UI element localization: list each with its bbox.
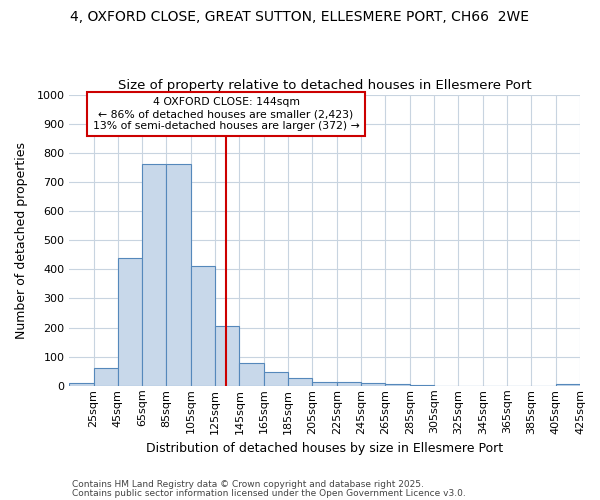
Text: 4 OXFORD CLOSE: 144sqm
← 86% of detached houses are smaller (2,423)
13% of semi-: 4 OXFORD CLOSE: 144sqm ← 86% of detached… [93, 98, 359, 130]
Text: Contains HM Land Registry data © Crown copyright and database right 2025.: Contains HM Land Registry data © Crown c… [72, 480, 424, 489]
Bar [288, 378, 313, 386]
Bar [337, 382, 361, 386]
Bar [361, 383, 385, 386]
Bar [385, 384, 410, 386]
Bar [556, 384, 580, 386]
Bar [118, 258, 142, 386]
Bar [264, 372, 288, 386]
Bar [142, 164, 166, 386]
Bar [239, 363, 264, 386]
Text: 4, OXFORD CLOSE, GREAT SUTTON, ELLESMERE PORT, CH66  2WE: 4, OXFORD CLOSE, GREAT SUTTON, ELLESMERE… [71, 10, 530, 24]
X-axis label: Distribution of detached houses by size in Ellesmere Port: Distribution of detached houses by size … [146, 442, 503, 455]
Bar [166, 164, 191, 386]
Bar [94, 368, 118, 386]
Text: Contains public sector information licensed under the Open Government Licence v3: Contains public sector information licen… [72, 490, 466, 498]
Bar [191, 266, 215, 386]
Y-axis label: Number of detached properties: Number of detached properties [15, 142, 28, 338]
Bar [313, 382, 337, 386]
Bar [215, 326, 239, 386]
Title: Size of property relative to detached houses in Ellesmere Port: Size of property relative to detached ho… [118, 79, 532, 92]
Bar [69, 383, 94, 386]
